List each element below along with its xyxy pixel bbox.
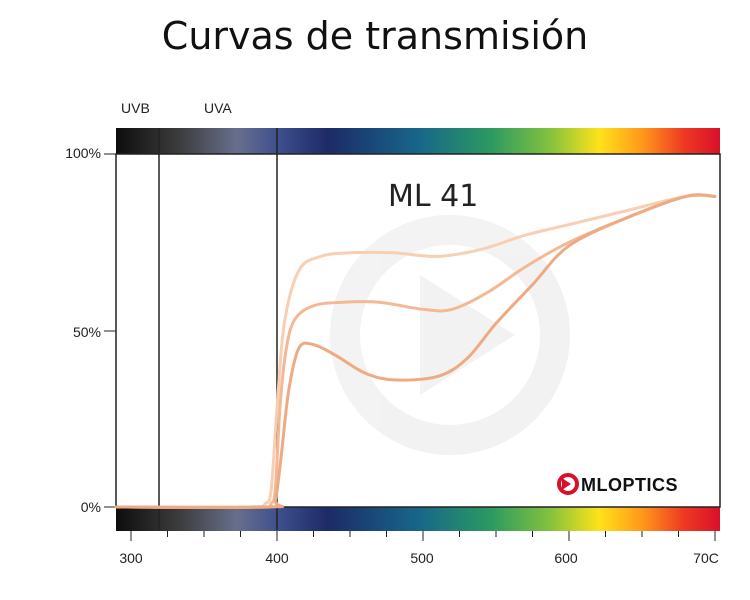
series-line-1 <box>114 193 717 509</box>
band-label-uva: UVA <box>204 100 232 116</box>
brand-logo-icon <box>557 473 579 495</box>
x-tick-marks <box>130 531 716 541</box>
spectrum-bar-bottom <box>116 507 720 531</box>
x-tick-500: 500 <box>410 550 434 566</box>
series-line-3 <box>114 193 717 510</box>
x-tick-400: 400 <box>265 550 289 566</box>
x-tick-300: 300 <box>119 550 143 566</box>
brand-logo-arrow-icon <box>562 478 571 490</box>
x-tick-700: 70C <box>693 550 719 566</box>
series-line-2 <box>114 193 717 509</box>
y-tick-50: 50% <box>73 324 101 340</box>
watermark-logo <box>330 215 570 455</box>
y-tick-0: 0% <box>81 499 101 515</box>
model-label: ML 41 <box>388 179 478 214</box>
brand-logo: MLOPTICS <box>557 473 678 495</box>
series-group <box>114 193 717 510</box>
y-tick-100: 100% <box>65 145 101 161</box>
spectrum-bar-top <box>116 128 720 154</box>
chart-title: Curvas de transmisión <box>161 14 589 58</box>
x-tick-600: 600 <box>554 550 578 566</box>
brand-logo-text: MLOPTICS <box>581 475 678 495</box>
band-label-uvb: UVB <box>121 100 150 116</box>
